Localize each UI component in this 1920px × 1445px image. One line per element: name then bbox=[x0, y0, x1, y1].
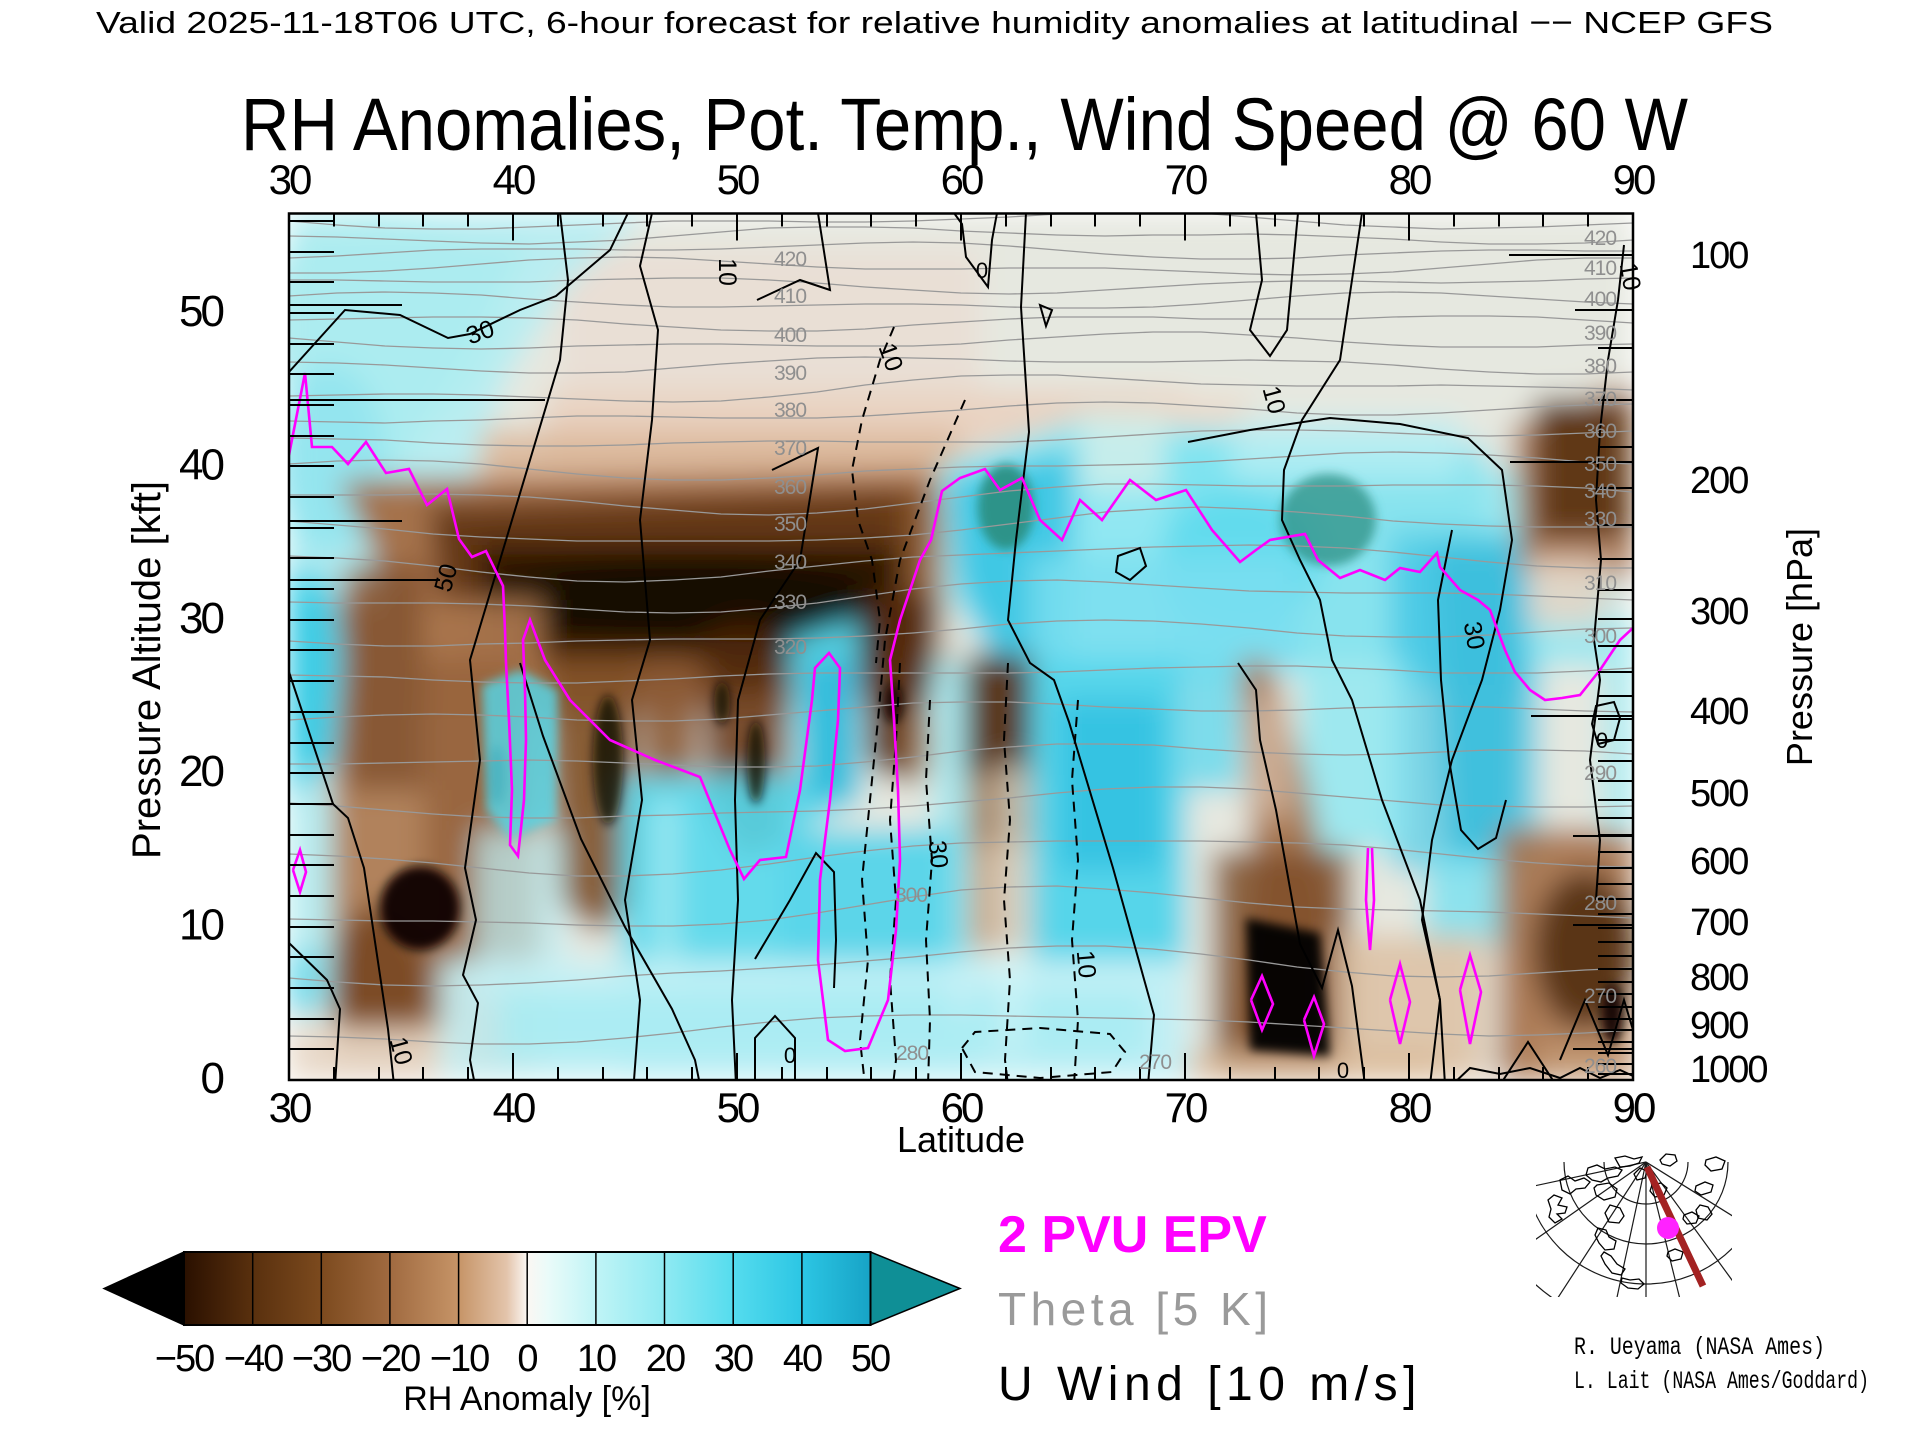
svg-text:50: 50 bbox=[179, 287, 223, 336]
svg-text:70: 70 bbox=[1165, 156, 1207, 203]
svg-text:500: 500 bbox=[1690, 773, 1748, 815]
svg-text:30: 30 bbox=[269, 156, 311, 203]
svg-text:320: 320 bbox=[774, 636, 806, 659]
svg-text:2 PVU EPV: 2 PVU EPV bbox=[998, 1206, 1267, 1264]
svg-text:20: 20 bbox=[179, 747, 223, 796]
svg-text:400: 400 bbox=[1690, 691, 1748, 733]
svg-text:Theta [5 K]: Theta [5 K] bbox=[998, 1283, 1273, 1335]
svg-text:Latitude: Latitude bbox=[897, 1119, 1025, 1160]
svg-text:300: 300 bbox=[1690, 591, 1748, 633]
svg-text:50: 50 bbox=[717, 1084, 759, 1131]
svg-text:RH Anomaly [%]: RH Anomaly [%] bbox=[403, 1380, 651, 1418]
svg-text:−20: −20 bbox=[361, 1338, 420, 1380]
svg-text:370: 370 bbox=[1584, 388, 1616, 411]
svg-text:270: 270 bbox=[1584, 985, 1616, 1008]
svg-text:0: 0 bbox=[784, 1043, 796, 1068]
svg-text:370: 370 bbox=[774, 437, 806, 460]
svg-text:360: 360 bbox=[774, 476, 806, 499]
svg-text:0: 0 bbox=[976, 258, 988, 283]
svg-text:70: 70 bbox=[1165, 1084, 1207, 1131]
svg-text:0: 0 bbox=[517, 1338, 537, 1380]
svg-text:−10: −10 bbox=[430, 1338, 489, 1380]
svg-text:300: 300 bbox=[895, 884, 927, 907]
svg-text:10: 10 bbox=[1614, 260, 1646, 292]
svg-text:L. Lait (NASA Ames/Goddard): L. Lait (NASA Ames/Goddard) bbox=[1574, 1367, 1869, 1396]
svg-text:40: 40 bbox=[493, 1084, 535, 1131]
svg-text:20: 20 bbox=[646, 1338, 685, 1380]
svg-text:600: 600 bbox=[1690, 841, 1748, 883]
svg-text:330: 330 bbox=[774, 591, 806, 614]
svg-text:60: 60 bbox=[941, 1084, 983, 1131]
svg-text:0: 0 bbox=[1596, 728, 1608, 753]
svg-text:10: 10 bbox=[577, 1338, 616, 1380]
svg-text:410: 410 bbox=[1584, 257, 1616, 280]
svg-text:420: 420 bbox=[774, 248, 806, 271]
svg-text:420: 420 bbox=[1584, 227, 1616, 250]
svg-text:Pressure Altitude [kft]: Pressure Altitude [kft] bbox=[125, 481, 169, 859]
svg-text:50: 50 bbox=[717, 156, 759, 203]
svg-text:RH Anomalies, Pot. Temp., Wind: RH Anomalies, Pot. Temp., Wind Speed @ 6… bbox=[241, 83, 1688, 166]
svg-text:410: 410 bbox=[774, 285, 806, 308]
svg-text:60: 60 bbox=[941, 156, 983, 203]
svg-text:U Wind [10 m/s]: U Wind [10 m/s] bbox=[998, 1358, 1422, 1411]
svg-text:−30: −30 bbox=[292, 1338, 351, 1380]
svg-text:330: 330 bbox=[1584, 508, 1616, 531]
svg-text:40: 40 bbox=[783, 1338, 822, 1380]
svg-text:Valid 2025-11-18T06 UTC, 6-hou: Valid 2025-11-18T06 UTC, 6-hour forecast… bbox=[96, 5, 1773, 40]
svg-text:Pressure [hPa]: Pressure [hPa] bbox=[1779, 528, 1820, 766]
svg-text:−50: −50 bbox=[155, 1338, 214, 1380]
svg-text:340: 340 bbox=[774, 551, 806, 574]
svg-text:900: 900 bbox=[1690, 1005, 1748, 1047]
svg-text:700: 700 bbox=[1690, 902, 1748, 944]
svg-text:30: 30 bbox=[714, 1338, 753, 1380]
svg-text:350: 350 bbox=[774, 513, 806, 536]
svg-text:360: 360 bbox=[1584, 420, 1616, 443]
svg-text:380: 380 bbox=[774, 399, 806, 422]
svg-text:280: 280 bbox=[896, 1042, 928, 1065]
svg-text:200: 200 bbox=[1690, 460, 1748, 502]
svg-text:90: 90 bbox=[1613, 1084, 1655, 1131]
svg-text:280: 280 bbox=[1584, 892, 1616, 915]
svg-text:270: 270 bbox=[1139, 1051, 1171, 1074]
svg-text:350: 350 bbox=[1584, 453, 1616, 476]
svg-text:30: 30 bbox=[1458, 619, 1490, 651]
svg-text:300: 300 bbox=[1584, 625, 1616, 648]
svg-text:0: 0 bbox=[201, 1054, 224, 1103]
svg-text:340: 340 bbox=[1584, 480, 1616, 503]
svg-text:30: 30 bbox=[179, 594, 223, 643]
svg-text:400: 400 bbox=[774, 324, 806, 347]
svg-text:50: 50 bbox=[851, 1338, 890, 1380]
svg-text:260: 260 bbox=[1584, 1055, 1616, 1078]
svg-text:30: 30 bbox=[269, 1084, 311, 1131]
svg-text:80: 80 bbox=[1389, 1084, 1431, 1131]
svg-text:R. Ueyama (NASA Ames): R. Ueyama (NASA Ames) bbox=[1574, 1333, 1825, 1362]
svg-text:10: 10 bbox=[1071, 949, 1101, 979]
svg-text:30: 30 bbox=[923, 839, 953, 869]
svg-text:90: 90 bbox=[1613, 156, 1655, 203]
svg-text:100: 100 bbox=[1690, 235, 1748, 277]
svg-text:0: 0 bbox=[1337, 1058, 1349, 1083]
svg-text:40: 40 bbox=[493, 156, 535, 203]
svg-text:10: 10 bbox=[179, 901, 223, 950]
svg-text:80: 80 bbox=[1389, 156, 1431, 203]
svg-text:−40: −40 bbox=[224, 1338, 283, 1380]
svg-text:380: 380 bbox=[1584, 355, 1616, 378]
svg-text:10: 10 bbox=[713, 258, 741, 286]
svg-text:390: 390 bbox=[1584, 322, 1616, 345]
svg-text:390: 390 bbox=[774, 362, 806, 385]
svg-text:290: 290 bbox=[1584, 762, 1616, 785]
svg-text:400: 400 bbox=[1584, 288, 1616, 311]
svg-text:1000: 1000 bbox=[1690, 1049, 1767, 1091]
svg-text:310: 310 bbox=[1584, 572, 1616, 595]
svg-text:40: 40 bbox=[179, 440, 223, 489]
svg-text:800: 800 bbox=[1690, 957, 1748, 999]
